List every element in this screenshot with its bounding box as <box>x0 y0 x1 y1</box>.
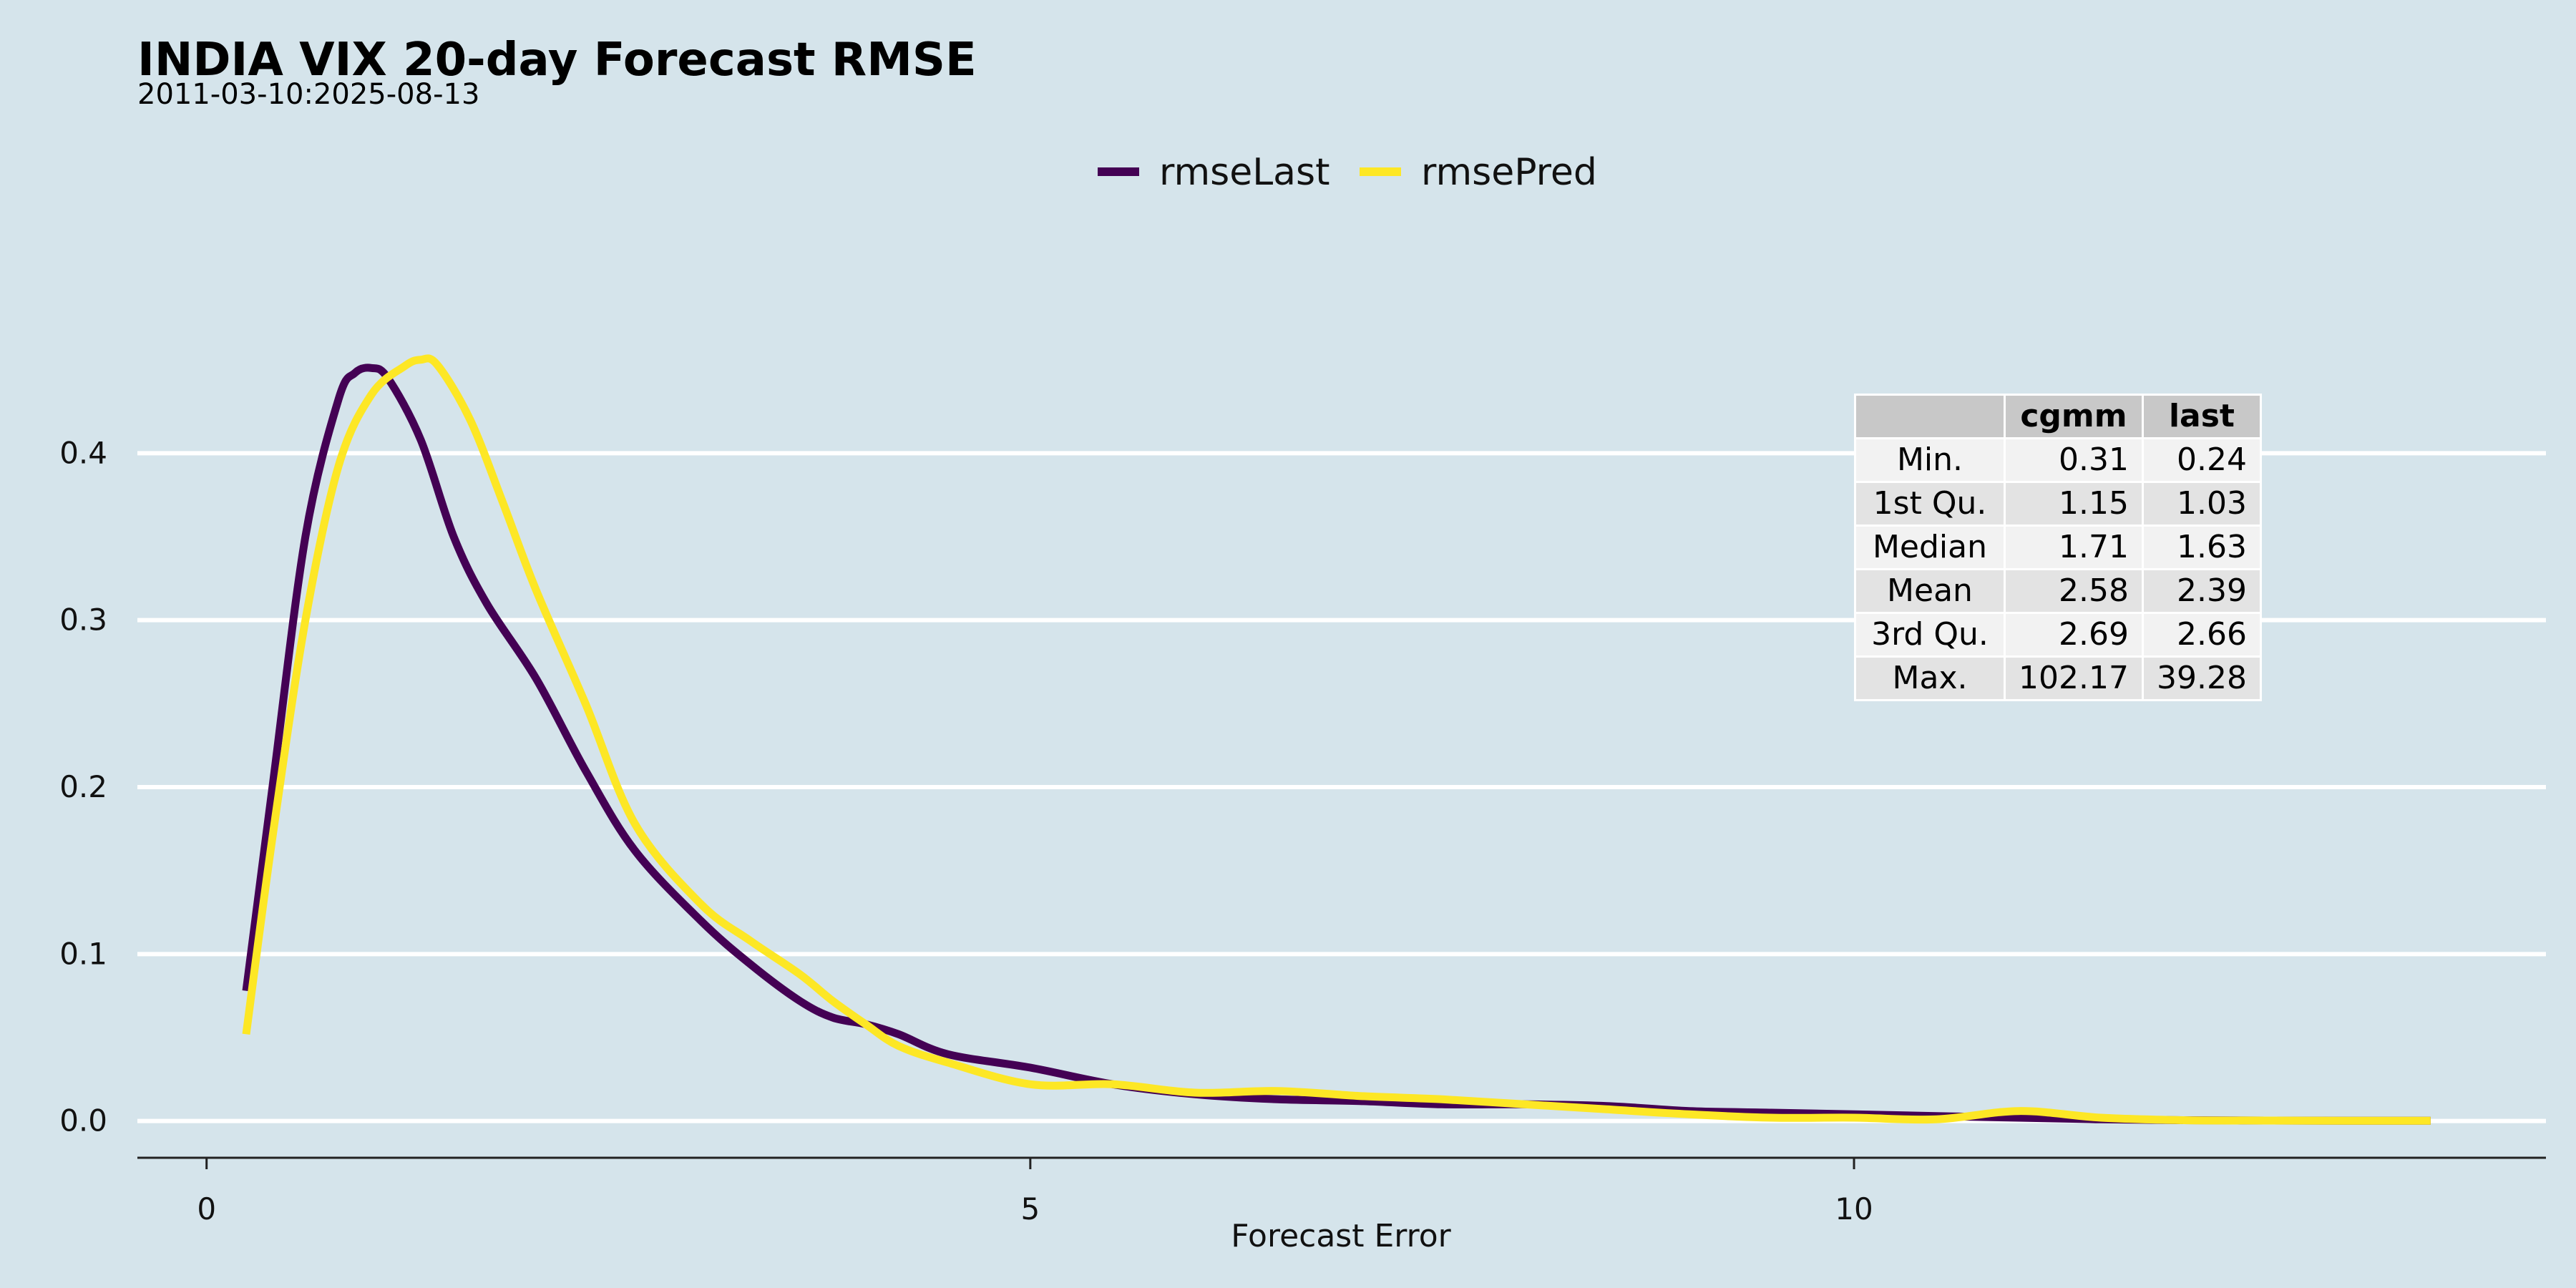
table-cell: 1.71 <box>2004 525 2144 570</box>
table-cell: 102.17 <box>2004 655 2144 701</box>
table-cell: 0.31 <box>2004 437 2144 483</box>
series-lines <box>242 354 2431 1125</box>
summary-table: cgmm last Min. 0.31 0.24 1st Qu. 1.15 1.… <box>1854 394 2262 701</box>
y-axis: 0.0 0.1 0.2 0.3 0.4 <box>59 435 107 1138</box>
chart-title: INDIA VIX 20-day Forecast RMSE <box>137 34 977 87</box>
y-tick-label: 0.0 <box>59 1103 107 1138</box>
table-row: Median 1.71 1.63 <box>1854 525 2262 570</box>
table-header-row: cgmm last <box>1854 394 2262 439</box>
y-tick-label: 0.2 <box>59 769 107 804</box>
table-header-cell: last <box>2141 394 2262 439</box>
y-tick-label: 0.1 <box>59 936 107 971</box>
x-tick-label: 10 <box>1835 1191 1873 1226</box>
table-row-label: 1st Qu. <box>1854 481 2006 527</box>
table-row: Mean 2.58 2.39 <box>1854 568 2262 614</box>
table-row: 1st Qu. 1.15 1.03 <box>1854 481 2262 527</box>
legend: rmseLast rmsePred <box>1098 151 1597 194</box>
table-header-cell <box>1854 394 2006 439</box>
table-cell: 0.24 <box>2141 437 2262 483</box>
x-axis: 0 5 10 <box>137 1156 2546 1226</box>
y-tick-label: 0.4 <box>59 435 107 470</box>
x-tick-label: 0 <box>197 1191 216 1226</box>
table-cell: 2.69 <box>2004 612 2144 658</box>
table-cell: 1.03 <box>2141 481 2262 527</box>
table-row-label: Min. <box>1854 437 2006 483</box>
table-cell: 39.28 <box>2141 655 2262 701</box>
x-axis-title: Forecast Error <box>1231 1218 1451 1254</box>
legend-label: rmsePred <box>1421 151 1597 194</box>
table-row: Max. 102.17 39.28 <box>1854 655 2262 701</box>
table-row-label: 3rd Qu. <box>1854 612 2006 658</box>
table-cell: 2.58 <box>2004 568 2144 614</box>
x-tick-label: 5 <box>1020 1191 1040 1226</box>
table-row-label: Median <box>1854 525 2006 570</box>
table-header-cell: cgmm <box>2004 394 2144 439</box>
series-line-rmsePred <box>242 354 2431 1125</box>
table-row-label: Max. <box>1854 655 2006 701</box>
table-row: Min. 0.31 0.24 <box>1854 437 2262 483</box>
table-cell: 2.66 <box>2141 612 2262 658</box>
table-row: 3rd Qu. 2.69 2.66 <box>1854 612 2262 658</box>
table-cell: 1.63 <box>2141 525 2262 570</box>
legend-label: rmseLast <box>1159 151 1330 194</box>
table-cell: 1.15 <box>2004 481 2144 527</box>
table-row-label: Mean <box>1854 568 2006 614</box>
table-cell: 2.39 <box>2141 568 2262 614</box>
chart-subtitle: 2011-03-10:2025-08-13 <box>137 78 479 111</box>
y-tick-label: 0.3 <box>59 602 107 638</box>
